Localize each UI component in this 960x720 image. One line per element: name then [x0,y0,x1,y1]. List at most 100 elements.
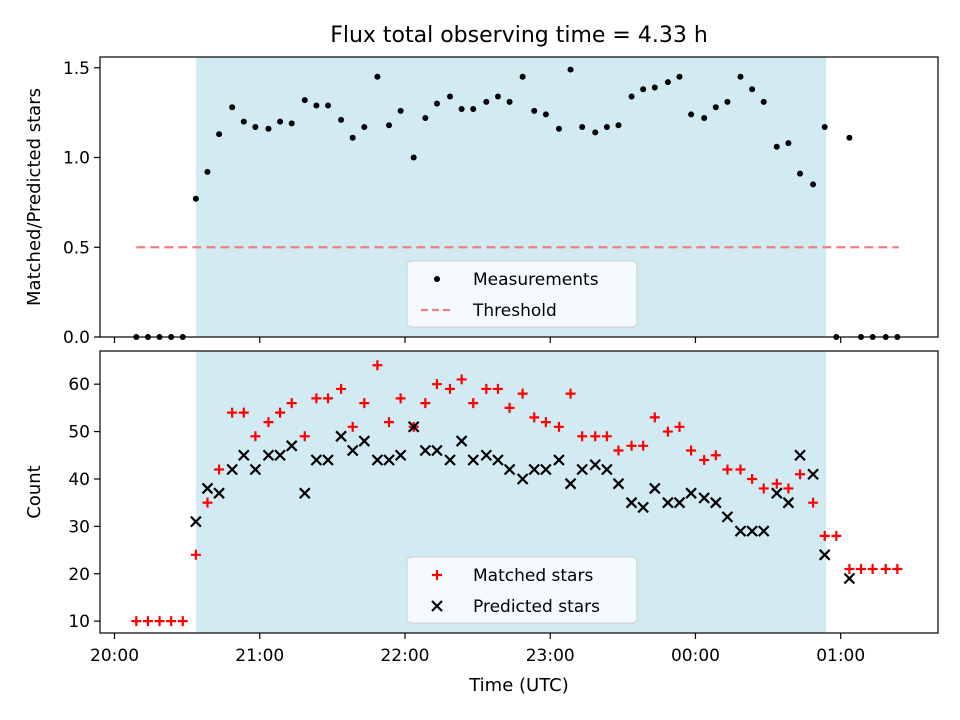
data-point [263,417,274,428]
data-point [214,464,225,475]
data-point [771,487,783,499]
y-tick-label: 30 [68,517,90,537]
legend-label: Matched stars [473,566,593,586]
data-point [192,195,199,202]
legend: Measurements Threshold [406,260,638,328]
data-point [229,104,236,111]
data-point [431,379,442,390]
data-point [238,407,249,418]
data-point [154,616,165,627]
y-tick-label: 0.5 [63,238,90,258]
data-point [565,388,576,399]
data-point [361,124,368,130]
data-point [338,116,345,123]
data-point [626,440,637,451]
data-point [335,430,347,443]
data-point [325,102,332,109]
data-point [468,398,479,409]
data-point [613,445,624,456]
legend-box [406,556,638,624]
plot-frame [99,56,939,338]
data-point [758,483,769,494]
legend-box [406,260,638,328]
data-point [374,73,381,80]
data-point [640,86,647,93]
data-point [808,497,819,508]
data-point [601,463,613,476]
data-point [226,463,238,476]
data-point [686,445,697,456]
data-point [721,511,734,523]
data-point [483,98,490,105]
data-point [567,66,574,73]
data-point [576,463,588,476]
data-point [785,140,792,147]
data-point [797,170,804,177]
data-point [481,383,492,394]
data-point [603,124,610,130]
data-point [555,125,562,132]
data-point [517,388,528,399]
data-point [892,564,903,575]
data-point [542,111,549,118]
series-measurements [133,66,901,340]
data-point [712,104,719,111]
data-point [590,431,601,442]
data-point [166,616,177,627]
data-point [213,487,225,499]
data-point [676,73,683,80]
data-point [628,93,635,100]
y-tick-label: 0.0 [63,328,90,348]
data-point [301,97,308,104]
data-point [299,431,310,442]
data-point [277,118,284,125]
series-predicted-stars [190,421,856,585]
x-tick-label: 23:00 [526,646,575,666]
data-point [347,421,358,432]
y-tick-label: 1.5 [63,59,90,79]
data-point [760,98,767,105]
data-point [649,412,660,423]
x-tick-label: 21:00 [235,646,284,666]
data-point [455,435,468,447]
data-point [238,449,250,462]
data-point [310,454,323,466]
legend-label: Measurements [473,270,599,290]
x-tick-label: 01:00 [816,646,865,666]
y-tick-label: 20 [68,565,90,585]
data-point [794,449,806,462]
legend-marker [432,570,442,580]
data-point [480,449,493,462]
data-point [662,496,674,509]
data-point [737,73,744,80]
data-point [662,426,673,437]
data-point [383,454,395,466]
data-point [470,106,477,113]
data-point [494,93,501,100]
data-point [492,454,504,466]
data-point [722,464,733,475]
data-point [674,421,685,432]
y-tick-label: 10 [68,612,90,632]
data-point [201,482,214,495]
data-point [783,483,794,494]
legend: Matched stars Predicted stars [406,556,638,624]
x-tick-label: 00:00 [671,646,720,666]
data-point [782,496,795,509]
data-point [795,469,806,480]
data-point [810,181,817,188]
data-point [288,120,295,127]
data-point [420,398,431,409]
data-point [592,129,599,136]
y-tick-label: 50 [68,423,90,443]
data-point [286,398,297,409]
data-point [880,564,891,575]
data-point [190,549,201,560]
data-point [553,454,565,466]
data-point [467,454,480,466]
data-point [519,73,526,80]
legend-marker [434,276,440,282]
data-point [492,383,503,394]
x-tick-label: 20:00 [90,646,139,666]
data-point [386,122,393,129]
